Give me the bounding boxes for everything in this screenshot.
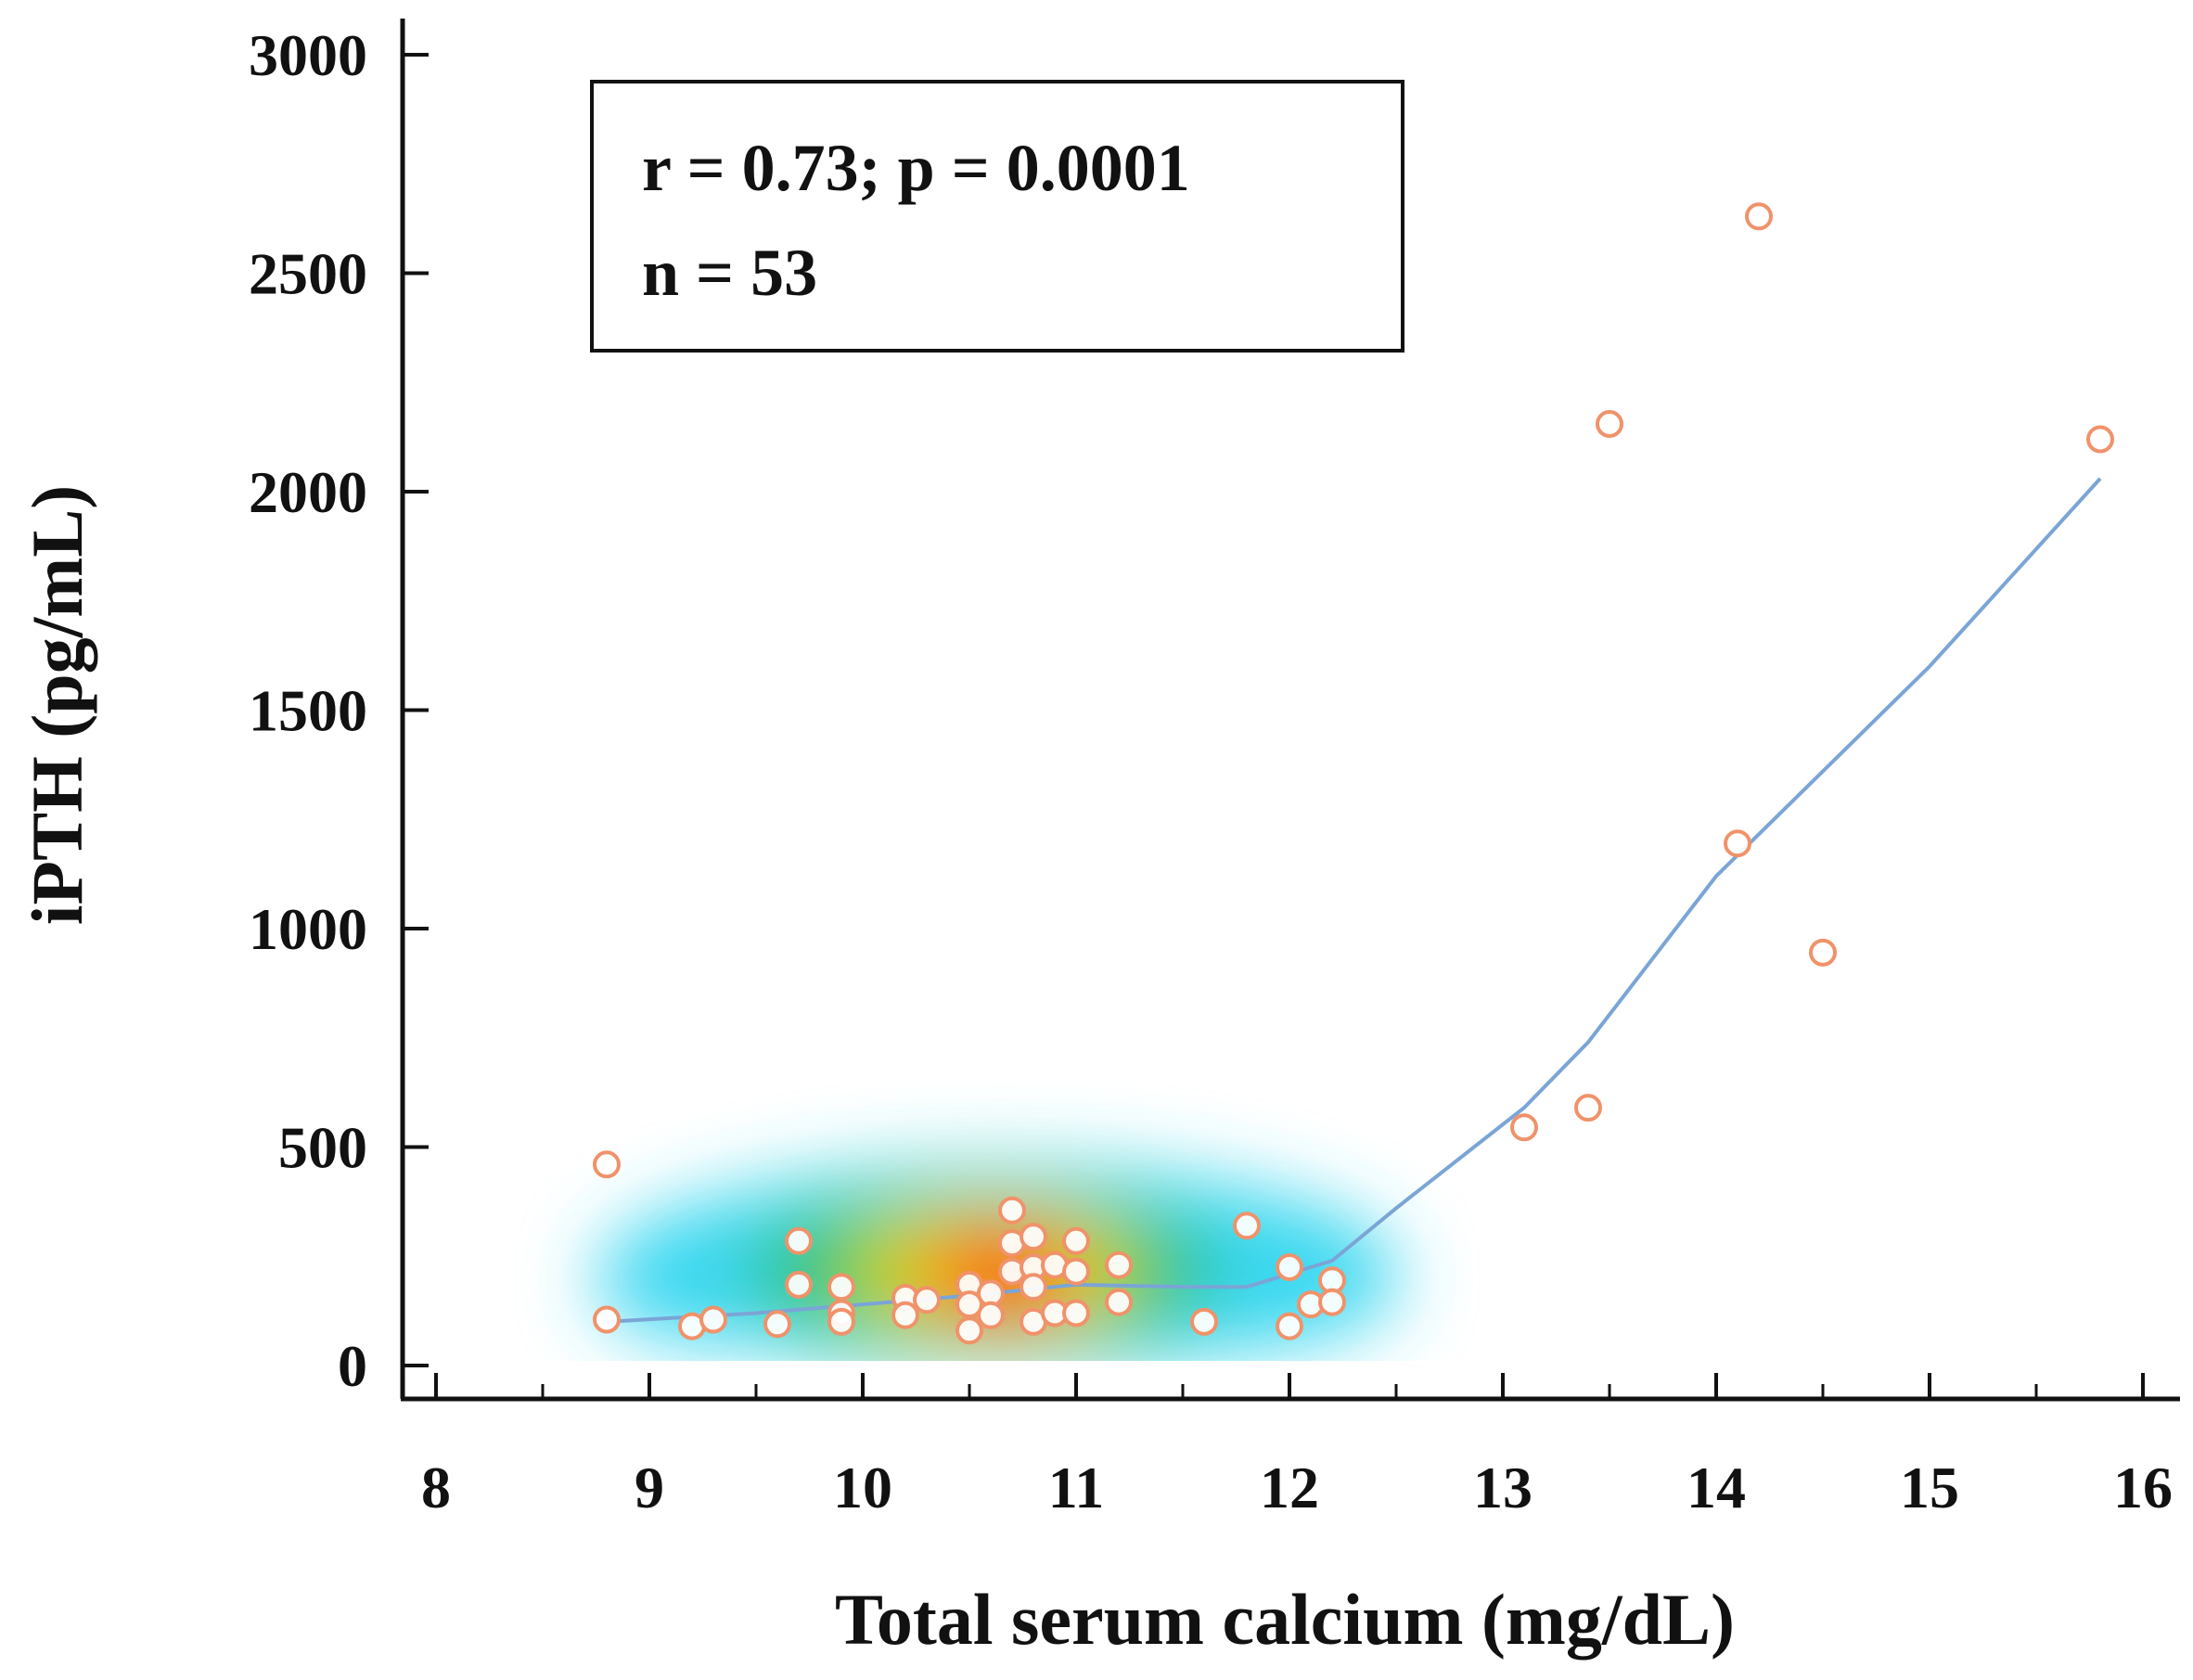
data-point [1745,202,1773,231]
x-axis-ticks: 8 9 10 11 12 13 14 15 16 [421,1373,2173,1520]
y-tick-label: 1500 [249,678,367,744]
data-point [1318,1288,1346,1316]
data-point [977,1301,1005,1329]
data-point [1105,1250,1133,1279]
stats-box-border [590,80,1404,353]
data-point [1062,1257,1090,1286]
data-point [998,1196,1026,1225]
data-point [827,1273,855,1302]
data-point [913,1286,941,1315]
x-tick-label: 16 [2113,1455,2173,1520]
x-tick-label: 11 [1048,1455,1104,1520]
y-tick-label: 500 [278,1115,367,1181]
y-tick-label: 2500 [249,241,367,307]
data-point [1020,1223,1047,1251]
y-tick-label: 2000 [249,459,367,525]
x-tick-label: 13 [1473,1455,1533,1520]
x-tick-label: 14 [1686,1455,1746,1520]
stats-line-n: n = 53 [642,236,817,310]
x-axis-title: Total serum calcium (mg/dL) [835,1579,1735,1660]
data-point [827,1307,855,1336]
x-tick-label: 8 [421,1455,451,1520]
y-axis-title: iPTH (pg/mL) [17,485,97,926]
data-point [1809,938,1837,967]
data-point [1233,1212,1261,1240]
data-point [1510,1113,1538,1142]
data-point [1276,1312,1303,1340]
x-tick-label: 9 [635,1455,664,1520]
data-point [955,1290,983,1319]
data-point [955,1316,983,1345]
data-point [699,1305,727,1334]
data-point [1724,829,1751,858]
data-points [593,202,2114,1345]
y-tick-label: 0 [338,1333,367,1399]
stats-line-correlation: r = 0.73; p = 0.0001 [642,131,1190,205]
data-point [1276,1253,1303,1281]
stats-box: r = 0.73; p = 0.0001 n = 53 [590,80,1404,353]
x-tick-label: 12 [1260,1455,1319,1520]
x-tick-label: 10 [833,1455,892,1520]
data-point [2086,425,2114,454]
data-point [1190,1307,1218,1336]
data-point [891,1301,919,1329]
data-point [1574,1094,1602,1122]
data-point [593,1150,621,1179]
data-point [1062,1299,1090,1327]
data-point [785,1270,813,1299]
data-point [1105,1288,1133,1316]
data-point [1062,1226,1090,1255]
data-point [785,1226,813,1255]
data-point [763,1310,791,1339]
y-tick-label: 3000 [249,22,367,88]
y-tick-label: 1000 [249,896,367,962]
data-point [1020,1273,1047,1302]
data-point [593,1305,621,1334]
y-axis-ticks: 0 500 1000 1500 2000 2500 3000 [249,22,429,1399]
x-tick-label: 15 [1900,1455,1959,1520]
data-point [1596,410,1623,438]
